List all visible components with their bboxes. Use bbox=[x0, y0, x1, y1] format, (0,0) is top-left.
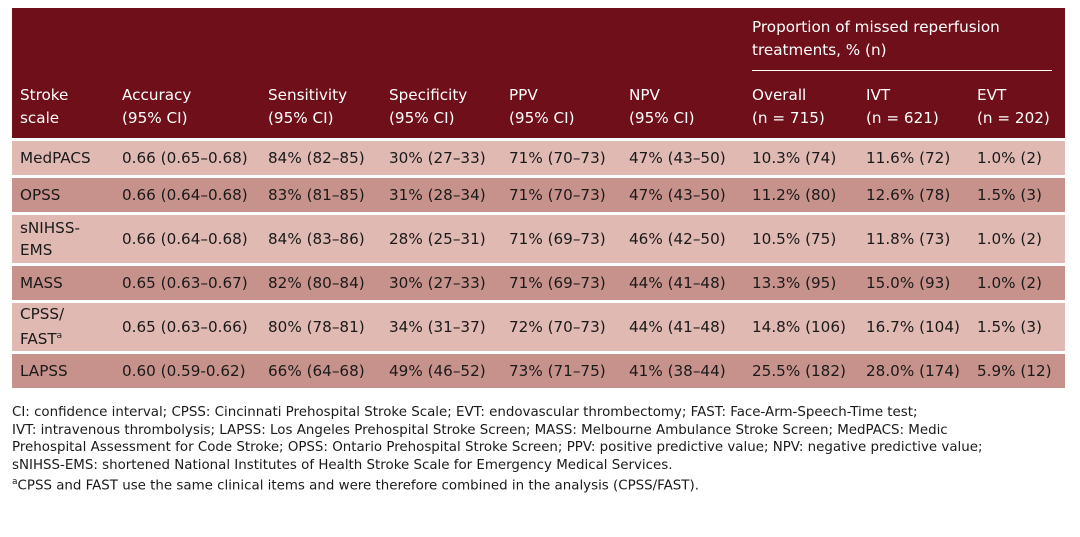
table-cell: 41% (38–44) bbox=[621, 352, 744, 388]
table-body: MedPACS 0.66 (0.65–0.68) 84% (82–85) 30%… bbox=[12, 139, 1066, 388]
table-cell: 0.65 (0.63–0.66) bbox=[114, 301, 260, 353]
table-cell: 71% (70–73) bbox=[501, 176, 621, 214]
footnote-line: sNIHSS-EMS: shortened National Institute… bbox=[12, 457, 673, 473]
footnote-note: aCPSS and FAST use the same clinical ite… bbox=[12, 477, 699, 494]
table-cell: 0.66 (0.65–0.68) bbox=[114, 139, 260, 177]
table-figure: Stroke scale Accuracy (95% CI) Sensitivity… bbox=[12, 8, 1066, 495]
table-cell: 12.6% (78) bbox=[858, 176, 969, 214]
table-row: MASS 0.65 (0.63–0.67) 82% (80–84) 30% (2… bbox=[12, 264, 1066, 302]
table-cell: 80% (78–81) bbox=[260, 301, 381, 353]
table-cell: 47% (43–50) bbox=[621, 139, 744, 177]
row-label: CPSS/FASTa bbox=[12, 301, 114, 353]
table-cell: 44% (41–48) bbox=[621, 301, 744, 353]
table-cell: 44% (41–48) bbox=[621, 264, 744, 302]
footnote-line: Prehospital Assessment for Code Stroke; … bbox=[12, 440, 983, 455]
table-cell: 1.5% (3) bbox=[969, 301, 1066, 353]
table-cell: 66% (64–68) bbox=[260, 352, 381, 388]
table-row: sNIHSS- EMS 0.66 (0.64–0.68) 84% (83–86) … bbox=[12, 213, 1066, 265]
row-label: MASS bbox=[12, 264, 114, 302]
table-cell: 1.5% (3) bbox=[969, 176, 1066, 214]
header-ppv: PPV (95% CI) bbox=[501, 8, 621, 140]
table-cell: 31% (28–34) bbox=[381, 176, 501, 214]
header-evt: EVT (n = 202) bbox=[969, 74, 1066, 140]
table-row: OPSS 0.66 (0.64–0.68) 83% (81–85) 31% (2… bbox=[12, 176, 1066, 214]
row-label: sNIHSS- EMS bbox=[12, 213, 114, 265]
header-specificity: Specificity (95% CI) bbox=[381, 8, 501, 140]
table-cell: 83% (81–85) bbox=[260, 176, 381, 214]
row-label: LAPSS bbox=[12, 352, 114, 388]
header-sensitivity: Sensitivity (95% CI) bbox=[260, 8, 381, 140]
table-cell: 1.0% (2) bbox=[969, 264, 1066, 302]
table-footnotes: CI: confidence interval; CPSS: Cincinnat… bbox=[12, 404, 1065, 495]
table-cell: 14.8% (106) bbox=[744, 301, 858, 353]
table-cell: 30% (27–33) bbox=[381, 139, 501, 177]
table-cell: 5.9% (12) bbox=[969, 352, 1066, 388]
footnote-marker: a bbox=[56, 331, 63, 342]
table-cell: 0.66 (0.64–0.68) bbox=[114, 176, 260, 214]
row-label: OPSS bbox=[12, 176, 114, 214]
table-cell: 73% (71–75) bbox=[501, 352, 621, 388]
table-cell: 13.3% (95) bbox=[744, 264, 858, 302]
table-cell: 71% (69–73) bbox=[501, 264, 621, 302]
table-cell: 15.0% (93) bbox=[858, 264, 969, 302]
header-accuracy: Accuracy (95% CI) bbox=[114, 8, 260, 140]
table-row: MedPACS 0.66 (0.65–0.68) 84% (82–85) 30%… bbox=[12, 139, 1066, 177]
table-row: CPSS/FASTa 0.65 (0.63–0.66) 80% (78–81) … bbox=[12, 301, 1066, 353]
table-cell: 71% (69–73) bbox=[501, 213, 621, 265]
table-cell: 0.65 (0.63–0.67) bbox=[114, 264, 260, 302]
table-cell: 30% (27–33) bbox=[381, 264, 501, 302]
table-cell: 46% (42–50) bbox=[621, 213, 744, 265]
table-cell: 11.2% (80) bbox=[744, 176, 858, 214]
table-cell: 47% (43–50) bbox=[621, 176, 744, 214]
table-cell: 34% (31–37) bbox=[381, 301, 501, 353]
stroke-scale-table: Stroke scale Accuracy (95% CI) Sensitivity… bbox=[12, 8, 1066, 388]
table-cell: 11.6% (72) bbox=[858, 139, 969, 177]
table-cell: 25.5% (182) bbox=[744, 352, 858, 388]
table-cell: 49% (46–52) bbox=[381, 352, 501, 388]
row-label: MedPACS bbox=[12, 139, 114, 177]
header-overall: Overall (n = 715) bbox=[744, 74, 858, 140]
footnote-marker: a bbox=[12, 477, 18, 487]
footnote-line: CI: confidence interval; CPSS: Cincinnat… bbox=[12, 405, 918, 420]
table-cell: 72% (70–73) bbox=[501, 301, 621, 353]
table-row: LAPSS 0.60 (0.59-0.62) 66% (64–68) 49% (… bbox=[12, 352, 1066, 388]
table-header: Stroke scale Accuracy (95% CI) Sensitivity… bbox=[12, 8, 1066, 140]
table-cell: 84% (83–86) bbox=[260, 213, 381, 265]
table-cell: 1.0% (2) bbox=[969, 139, 1066, 177]
table-cell: 10.5% (75) bbox=[744, 213, 858, 265]
footnote-line: IVT: intravenous thrombolysis; LAPSS: Lo… bbox=[12, 422, 948, 438]
table-cell: 82% (80–84) bbox=[260, 264, 381, 302]
table-cell: 0.66 (0.64–0.68) bbox=[114, 213, 260, 265]
table-cell: 16.7% (104) bbox=[858, 301, 969, 353]
table-cell: 84% (82–85) bbox=[260, 139, 381, 177]
header-ivt: IVT (n = 621) bbox=[858, 74, 969, 140]
table-cell: 1.0% (2) bbox=[969, 213, 1066, 265]
table-cell: 10.3% (74) bbox=[744, 139, 858, 177]
header-stroke-scale: Stroke scale bbox=[12, 8, 114, 140]
table-cell: 11.8% (73) bbox=[858, 213, 969, 265]
header-npv: NPV (95% CI) bbox=[621, 8, 744, 140]
table-cell: 71% (70–73) bbox=[501, 139, 621, 177]
table-cell: 28% (25–31) bbox=[381, 213, 501, 265]
table-cell: 0.60 (0.59-0.62) bbox=[114, 352, 260, 388]
header-group-missed-treatments: Proportion of missed reperfusion treatme… bbox=[744, 8, 1066, 74]
table-cell: 28.0% (174) bbox=[858, 352, 969, 388]
